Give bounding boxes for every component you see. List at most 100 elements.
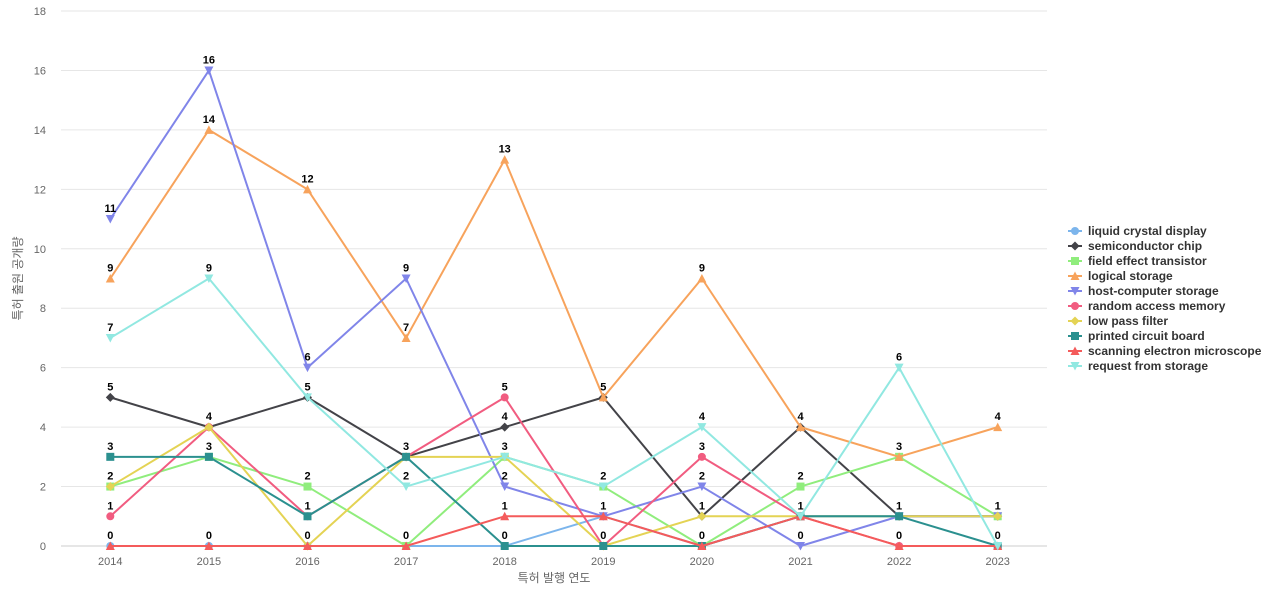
legend-item-host-computer-storage[interactable]: host-computer storage	[1068, 284, 1219, 298]
data-label: 4	[699, 411, 706, 423]
y-tick-label: 16	[34, 65, 46, 77]
data-label: 0	[502, 530, 508, 542]
data-point-logical-storage	[697, 274, 707, 283]
data-label: 1	[107, 500, 113, 512]
series-line-liquid-crystal-display	[110, 515, 998, 547]
data-point-logical-storage	[796, 422, 805, 432]
data-label: 4	[502, 411, 509, 423]
legend-item-logical-storage[interactable]: logical storage	[1068, 269, 1173, 283]
legend-marker	[1071, 302, 1079, 310]
data-point-printed-circuit-board	[402, 452, 411, 461]
legend-item-field-effect-transistor[interactable]: field effect transistor	[1068, 254, 1207, 268]
data-label: 5	[304, 381, 310, 393]
data-point-request-from-storage	[796, 512, 805, 521]
series-liquid-crystal-display	[106, 512, 1002, 550]
data-label: 9	[403, 263, 409, 275]
y-tick-label: 12	[34, 184, 46, 196]
data-label: 6	[304, 352, 310, 364]
data-label: 2	[107, 471, 113, 483]
legend-label: liquid crystal display	[1088, 224, 1207, 238]
data-point-host-computer-storage	[796, 542, 805, 551]
data-label: 0	[206, 530, 212, 542]
y-tick-label: 18	[34, 6, 46, 18]
series-line-semiconductor-chip	[110, 396, 998, 518]
series-printed-circuit-board	[106, 452, 1002, 550]
data-label: 2	[502, 471, 508, 483]
legend-item-request-from-storage[interactable]: request from storage	[1068, 359, 1208, 373]
data-label: 3	[403, 441, 409, 453]
data-point-scanning-electron-microscope	[204, 541, 214, 550]
legend-marker	[1071, 227, 1079, 235]
legend-marker	[1070, 362, 1080, 371]
data-labels: 1197532101614943012652109732013543210521…	[104, 54, 1001, 542]
legend-item-scanning-electron-microscope[interactable]: scanning electron microscope	[1068, 344, 1262, 358]
y-axis-title: 특허 출원 공개량	[11, 237, 25, 321]
x-tick-label: 2022	[887, 556, 911, 568]
data-point-scanning-electron-microscope	[303, 541, 312, 550]
series-logical-storage	[105, 125, 1003, 461]
legend-marker	[1071, 257, 1079, 265]
data-point-logical-storage	[894, 452, 904, 461]
data-point-request-from-storage	[697, 423, 707, 432]
legend-marker	[1070, 271, 1080, 280]
legend-item-semiconductor-chip[interactable]: semiconductor chip	[1068, 239, 1202, 253]
legend-label: scanning electron microscope	[1088, 344, 1262, 358]
data-point-logical-storage	[598, 392, 608, 402]
data-point-random-access-memory	[697, 452, 706, 461]
data-label: 11	[104, 203, 116, 215]
data-point-scanning-electron-microscope	[697, 541, 707, 550]
series-lines	[105, 66, 1003, 551]
grid-lines	[61, 10, 1047, 547]
data-point-low-pass-filter	[697, 511, 707, 521]
legend-label: logical storage	[1088, 269, 1173, 283]
data-point-request-from-storage	[204, 274, 214, 283]
data-label: 2	[403, 471, 409, 483]
data-label: 14	[203, 114, 216, 126]
data-point-printed-circuit-board	[303, 512, 312, 521]
legend-item-printed-circuit-board[interactable]: printed circuit board	[1068, 329, 1205, 343]
y-tick-label: 6	[40, 363, 46, 375]
data-label: 6	[896, 352, 902, 364]
y-tick-label: 0	[40, 541, 46, 553]
data-point-scanning-electron-microscope	[598, 511, 608, 521]
x-tick-label: 2020	[690, 556, 714, 568]
data-label: 3	[896, 441, 902, 453]
y-tick-label: 14	[34, 125, 46, 137]
series-line-printed-circuit-board	[110, 455, 998, 547]
data-point-scanning-electron-microscope	[500, 511, 510, 521]
data-point-host-computer-storage	[697, 482, 707, 492]
legend-item-low-pass-filter[interactable]: low pass filter	[1068, 314, 1168, 328]
data-point-host-computer-storage	[204, 66, 214, 75]
data-label: 0	[896, 530, 902, 542]
data-point-logical-storage	[105, 274, 115, 283]
legend-marker	[1070, 241, 1080, 251]
data-label: 0	[304, 530, 310, 542]
data-label: 13	[499, 144, 511, 156]
data-point-field-effect-transistor	[796, 482, 805, 491]
data-label: 4	[995, 411, 1002, 423]
legend-item-liquid-crystal-display[interactable]: liquid crystal display	[1068, 224, 1207, 238]
series-line-logical-storage	[109, 128, 998, 458]
data-label: 9	[206, 263, 212, 275]
data-label: 1	[502, 500, 508, 512]
data-label: 1	[797, 500, 803, 512]
legend-item-random-access-memory[interactable]: random access memory	[1068, 299, 1226, 313]
x-tick-label: 2016	[295, 556, 319, 568]
data-point-request-from-storage	[500, 452, 510, 462]
data-label: 4	[206, 411, 213, 423]
data-point-printed-circuit-board	[599, 542, 608, 550]
legend-label: request from storage	[1088, 359, 1208, 373]
data-label: 3	[107, 441, 113, 453]
data-label: 1	[600, 500, 606, 512]
data-label: 5	[502, 381, 508, 393]
data-label: 4	[797, 411, 804, 423]
data-point-logical-storage	[500, 155, 510, 164]
data-point-host-computer-storage	[105, 215, 115, 224]
legend-label: printed circuit board	[1088, 329, 1205, 343]
data-point-field-effect-transistor	[303, 482, 312, 491]
legend-marker	[1070, 346, 1080, 355]
y-tick-label: 8	[40, 303, 46, 315]
